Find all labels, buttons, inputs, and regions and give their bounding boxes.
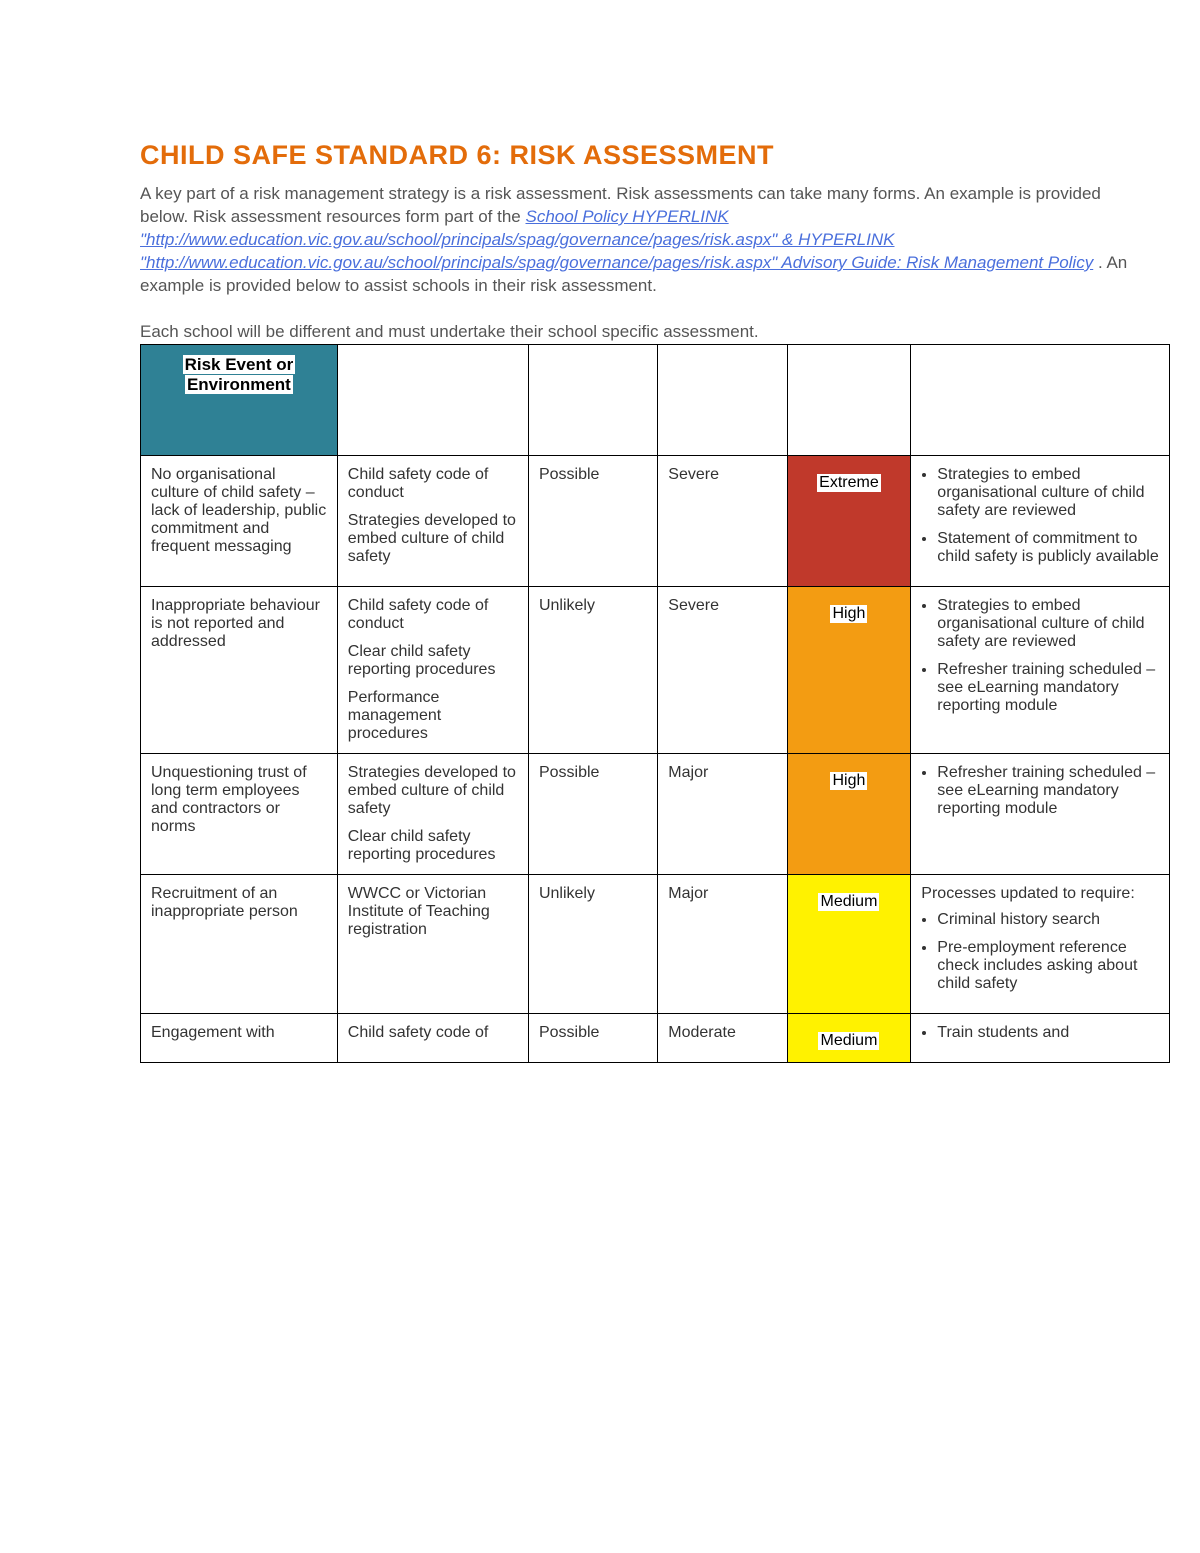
cell-risk: Unquestioning trust of long term employe… [141,753,338,874]
cell-likelihood: Unlikely [528,586,657,753]
cell-actions: Strategies to embed organisational cultu… [911,455,1170,586]
table-row: Inappropriate behaviour is not reported … [141,586,1170,753]
cell-rating: Medium [787,874,911,1013]
control-item: Strategies developed to embed culture of… [348,512,518,566]
action-item: Refresher training scheduled – see eLear… [937,661,1159,715]
rating-label: Medium [818,893,879,911]
cell-consequence: Major [658,874,787,1013]
action-item: Strategies to embed organisational cultu… [937,597,1159,651]
cell-controls: Strategies developed to embed culture of… [337,753,528,874]
header-risk-event: Risk Event or Environment [141,344,338,455]
rating-label: High [830,772,867,790]
assessment-note: Each school will be different and must u… [140,322,1140,342]
cell-risk: No organisational culture of child safet… [141,455,338,586]
cell-actions: Strategies to embed organisational cultu… [911,586,1170,753]
cell-consequence: Severe [658,455,787,586]
header-line1: Risk Event or [183,355,296,374]
action-item: Strategies to embed organisational cultu… [937,466,1159,520]
cell-likelihood: Possible [528,1013,657,1062]
control-item: Child safety code of [348,1024,518,1042]
table-row: Recruitment of an inappropriate personWW… [141,874,1170,1013]
action-item: Pre-employment reference check includes … [937,939,1159,993]
control-item: WWCC or Victorian Institute of Teaching … [348,885,518,939]
cell-consequence: Moderate [658,1013,787,1062]
header-line2: Environment [185,375,293,394]
header-blank-6 [911,344,1170,455]
rating-label: Extreme [817,474,881,492]
cell-likelihood: Unlikely [528,874,657,1013]
action-item: Refresher training scheduled – see eLear… [937,764,1159,818]
control-item: Performance management procedures [348,689,518,743]
cell-consequence: Severe [658,586,787,753]
control-item: Clear child safety reporting procedures [348,643,518,679]
rating-label: High [830,605,867,623]
cell-likelihood: Possible [528,455,657,586]
action-item: Train students and [937,1024,1159,1042]
table-row: No organisational culture of child safet… [141,455,1170,586]
cell-risk: Inappropriate behaviour is not reported … [141,586,338,753]
cell-actions: Refresher training scheduled – see eLear… [911,753,1170,874]
intro-paragraph: A key part of a risk management strategy… [140,183,1140,298]
document-page: CHILD SAFE STANDARD 6: RISK ASSESSMENT A… [0,0,1200,1553]
cell-risk: Engagement with [141,1013,338,1062]
cell-risk: Recruitment of an inappropriate person [141,874,338,1013]
rating-label: Medium [818,1032,879,1050]
cell-controls: Child safety code of conduct Strategies d… [337,455,528,586]
cell-rating: Extreme [787,455,911,586]
control-item: Child safety code of conduct [348,466,518,502]
header-blank-2 [337,344,528,455]
cell-likelihood: Possible [528,753,657,874]
header-blank-3 [528,344,657,455]
table-row: Unquestioning trust of long term employe… [141,753,1170,874]
action-item: Statement of commitment to child safety … [937,530,1159,566]
cell-rating: High [787,586,911,753]
cell-rating: Medium [787,1013,911,1062]
table-row: Engagement with Child safety code of Possi… [141,1013,1170,1062]
table-header-row: Risk Event or Environment [141,344,1170,455]
control-item: Strategies developed to embed culture of… [348,764,518,818]
actions-lead: Processes updated to require: [921,885,1159,903]
cell-rating: High [787,753,911,874]
cell-controls: Child safety code of [337,1013,528,1062]
header-blank-5 [787,344,911,455]
risk-table: Risk Event or Environment No organisatio… [140,344,1170,1063]
action-item: Criminal history search [937,911,1159,929]
control-item: Clear child safety reporting procedures [348,828,518,864]
control-item: Child safety code of conduct [348,597,518,633]
page-title: CHILD SAFE STANDARD 6: RISK ASSESSMENT [140,140,1140,171]
cell-controls: WWCC or Victorian Institute of Teaching … [337,874,528,1013]
cell-actions: Processes updated to require: Criminal hi… [911,874,1170,1013]
cell-controls: Child safety code of conduct Clear child … [337,586,528,753]
cell-consequence: Major [658,753,787,874]
cell-actions: Train students and [911,1013,1170,1062]
header-blank-4 [658,344,787,455]
